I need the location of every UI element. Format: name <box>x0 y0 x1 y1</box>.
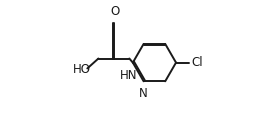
Text: N: N <box>139 87 147 100</box>
Text: Cl: Cl <box>192 56 203 69</box>
Text: HO: HO <box>73 63 91 76</box>
Text: HN: HN <box>120 69 137 82</box>
Text: O: O <box>110 5 119 18</box>
